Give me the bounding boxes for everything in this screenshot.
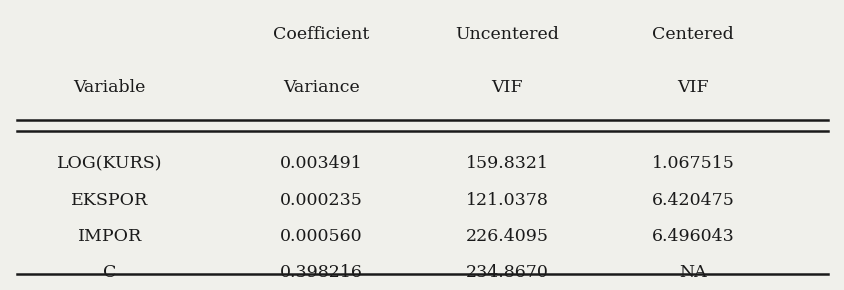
Text: Uncentered: Uncentered xyxy=(455,26,558,43)
Text: LOG(KURS): LOG(KURS) xyxy=(57,155,162,172)
Text: 0.003491: 0.003491 xyxy=(279,155,362,172)
Text: NA: NA xyxy=(679,264,706,281)
Text: 0.398216: 0.398216 xyxy=(279,264,362,281)
Text: 159.8321: 159.8321 xyxy=(465,155,548,172)
Text: VIF: VIF xyxy=(676,79,708,95)
Text: 1.067515: 1.067515 xyxy=(651,155,733,172)
Text: IMPOR: IMPOR xyxy=(78,228,142,245)
Text: Centered: Centered xyxy=(652,26,733,43)
Text: 6.420475: 6.420475 xyxy=(651,192,733,209)
Text: EKSPOR: EKSPOR xyxy=(71,192,149,209)
Text: Coefficient: Coefficient xyxy=(273,26,369,43)
Text: 226.4095: 226.4095 xyxy=(465,228,548,245)
Text: C: C xyxy=(103,264,116,281)
Text: 234.8670: 234.8670 xyxy=(465,264,548,281)
Text: 0.000560: 0.000560 xyxy=(279,228,362,245)
Text: 0.000235: 0.000235 xyxy=(279,192,362,209)
Text: 6.496043: 6.496043 xyxy=(651,228,733,245)
Text: Variance: Variance xyxy=(283,79,359,95)
Text: Variable: Variable xyxy=(73,79,146,95)
Text: 121.0378: 121.0378 xyxy=(465,192,548,209)
Text: VIF: VIF xyxy=(490,79,522,95)
